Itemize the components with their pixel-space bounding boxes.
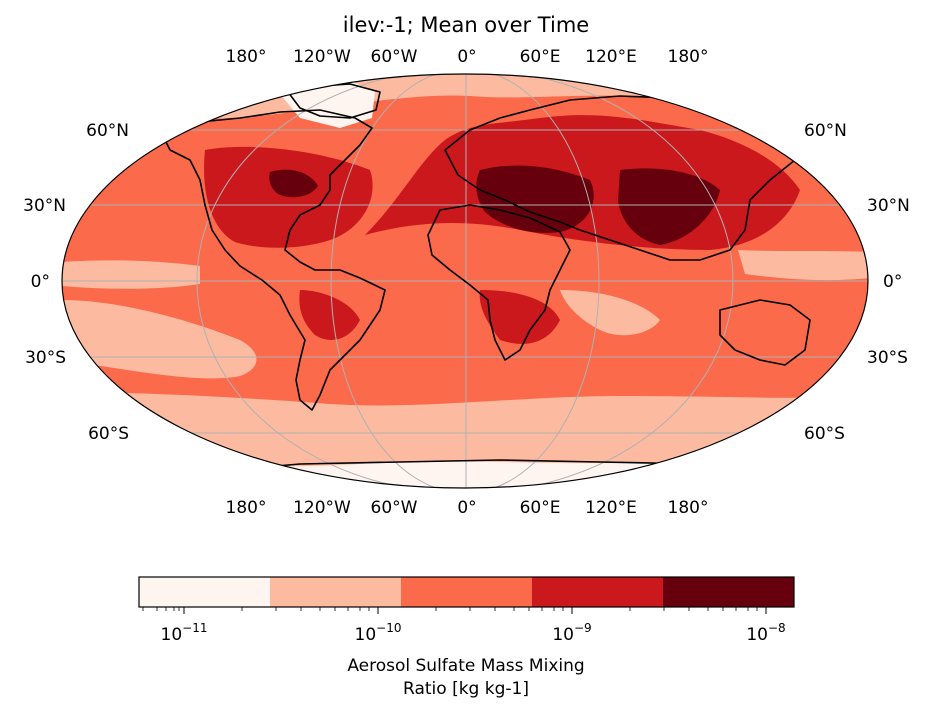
lon-label-60e-bottom: 60°E [520, 498, 561, 518]
field-north-america-high [204, 146, 373, 248]
colorbar-tick-label-1e-8: 10−8 [746, 621, 785, 645]
gridline-120-meridians [196, 74, 734, 488]
colorbar-major-ticks [183, 607, 767, 614]
field-west-pacific-band [738, 250, 868, 281]
africa-coast [427, 204, 571, 361]
lon-label-60w-top: 60°W [371, 47, 418, 67]
lon-label-60e-top: 60°E [520, 47, 561, 67]
colorbar-bin-3 [401, 577, 532, 607]
colorbar-bin-4 [532, 577, 663, 607]
colorbar-tick-label-1e-9: 10−9 [552, 621, 591, 645]
lat-labels-right: 60°N 30°N 0° 30°S 60°S [804, 121, 910, 444]
colorbar-bin-5 [663, 577, 794, 607]
colorbar-tick-labels: 10−11 10−10 10−9 10−8 [161, 621, 786, 645]
lat-label-60s-left: 60°S [88, 424, 129, 444]
lon-label-120w-top: 120°W [293, 47, 351, 67]
field-north-america-max [269, 169, 318, 198]
lon-label-60w-bottom: 60°W [371, 498, 418, 518]
lon-label-120e-top: 120°E [585, 47, 637, 67]
lon-label-180e-bottom: 180° [668, 498, 709, 518]
colorbar-label-line2: Ratio [kg kg-1] [403, 679, 529, 699]
colorbar-frame [138, 576, 795, 608]
lat-label-60s-right: 60°S [804, 424, 845, 444]
colorbar-bin-1 [139, 577, 270, 607]
colorbar-bin-2 [270, 577, 401, 607]
field-south-africa-high [479, 290, 560, 344]
lat-label-60n-left: 60°N [86, 121, 129, 141]
lat-labels-left: 60°N 30°N 0° 30°S 60°S [23, 121, 129, 444]
colorbar-tick-label-1e-11: 10−11 [161, 621, 208, 645]
americas-coast [159, 109, 386, 411]
lon-label-180w-top: 180° [226, 47, 267, 67]
field-pacific-band [62, 260, 200, 289]
map-field [62, 74, 868, 488]
lon-label-180w-bottom: 180° [226, 498, 267, 518]
lon-label-180e-top: 180° [668, 47, 709, 67]
lat-label-30s-right: 30°S [867, 348, 908, 368]
field-middle-east-max [476, 165, 594, 233]
colorbar: 10−11 10−10 10−9 10−8 Aerosol Sulfate Ma… [138, 576, 795, 699]
colorbar-minor-ticks [142, 607, 758, 611]
colorbar-tick-label-1e-10: 10−10 [355, 621, 402, 645]
gridline-60-meridians [330, 74, 600, 488]
globe-outline [61, 73, 869, 489]
lon-labels-top: 180° 120°W 60°W 0° 60°E 120°E 180° [226, 47, 709, 67]
field-south-america-high [299, 290, 360, 340]
lon-labels-bottom: 180° 120°W 60°W 0° 60°E 120°E 180° [226, 498, 709, 518]
field-indian-ocean-patch [560, 290, 660, 336]
lon-label-0-bottom: 0° [457, 498, 476, 518]
lon-label-120e-bottom: 120°E [585, 498, 637, 518]
field-asia-max [618, 168, 720, 245]
eurasia-coast [444, 95, 796, 261]
lon-label-0-top: 0° [457, 47, 476, 67]
lat-label-30n-right: 30°N [867, 196, 910, 216]
australia-coast [719, 299, 811, 366]
lat-label-30n-left: 30°N [23, 196, 66, 216]
lon-label-120w-bottom: 120°W [293, 498, 351, 518]
lat-label-60n-right: 60°N [804, 121, 847, 141]
lat-label-0-right: 0° [883, 272, 902, 292]
lat-label-0-left: 0° [31, 272, 50, 292]
colorbar-label-line1: Aerosol Sulfate Mass Mixing [347, 656, 584, 676]
field-south-pacific-patch [62, 300, 257, 379]
map-title: ilev:-1; Mean over Time [343, 13, 589, 37]
lat-label-30s-left: 30°S [25, 348, 66, 368]
